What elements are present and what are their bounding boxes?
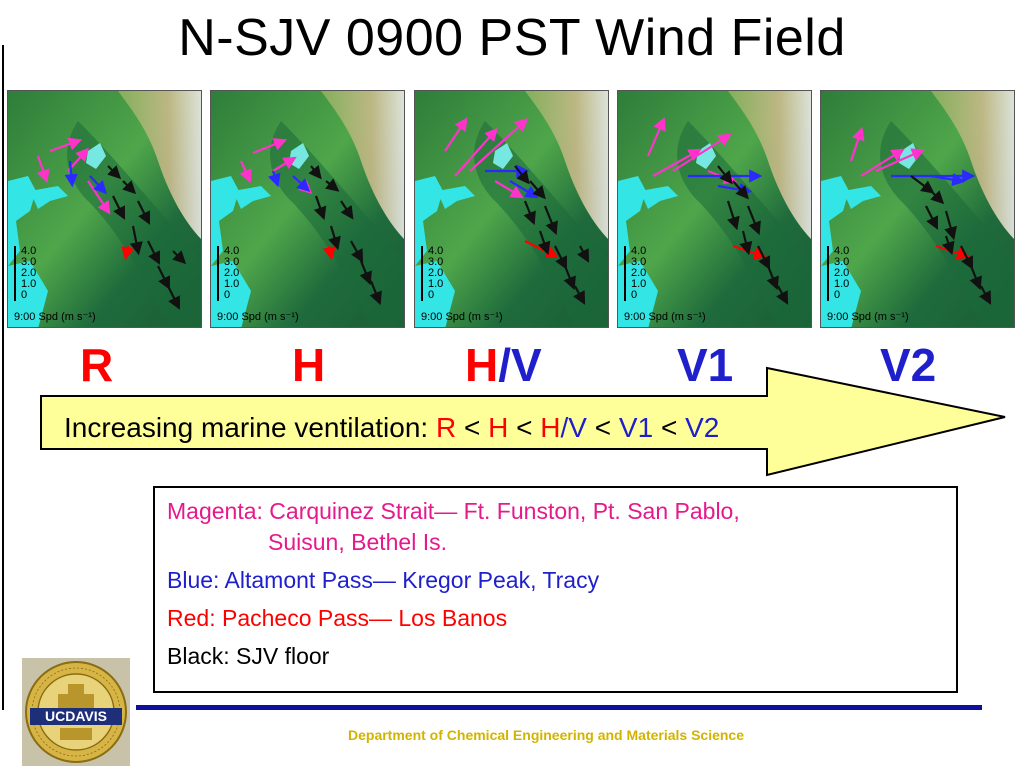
scale-tick: 0 — [631, 289, 638, 301]
ventilation-arrow-shape — [40, 366, 1006, 477]
label-hv: H/V — [465, 338, 542, 392]
label-hv-slash: / — [498, 339, 512, 391]
wind-map-panel: 4.0 3.0 2.0 1.0 0 9:00 Spd (m s⁻¹) — [210, 90, 405, 328]
ventilation-arrow-text: Increasing marine ventilation: R < H < H… — [64, 412, 720, 443]
scale-tick: 3.0 — [428, 256, 444, 268]
panel-caption: 9:00 Spd (m s⁻¹) — [217, 311, 299, 323]
scale-tick: 4.0 — [834, 245, 850, 257]
department-footer: Department of Chemical Engineering and M… — [348, 727, 744, 743]
speed-scale: 4.0 3.0 2.0 1.0 0 — [834, 246, 849, 301]
ucdavis-seal-logo: UCDAVIS — [22, 658, 130, 766]
scale-tick: 1.0 — [224, 278, 240, 290]
footer-rule — [136, 705, 982, 710]
wind-map-panel: 4.0 3.0 2.0 1.0 0 9:00 Spd (m s⁻¹) — [617, 90, 812, 328]
legend-blue: Blue: Altamont Pass— Kregor Peak, Tracy — [167, 567, 600, 593]
scale-tick: 3.0 — [224, 256, 240, 268]
page-title: N-SJV 0900 PST Wind Field — [178, 9, 846, 67]
scale-tick: 0 — [834, 289, 841, 301]
scale-tick: 0 — [21, 289, 28, 301]
scale-tick: 1.0 — [834, 278, 850, 290]
speed-scale: 4.0 3.0 2.0 1.0 0 — [21, 246, 36, 301]
label-hv-v: V — [511, 339, 542, 391]
label-v1: V1 — [677, 339, 734, 391]
panel-caption: 9:00 Spd (m s⁻¹) — [14, 311, 96, 323]
scale-tick: 1.0 — [631, 278, 647, 290]
scale-tick: 0 — [428, 289, 435, 301]
panel-caption: 9:00 Spd (m s⁻¹) — [827, 311, 909, 323]
wind-map-panel: 4.0 3.0 2.0 1.0 0 9:00 Spd (m s⁻¹) — [414, 90, 609, 328]
svg-text:UCDAVIS: UCDAVIS — [45, 708, 107, 724]
legend-black: Black: SJV floor — [167, 643, 330, 669]
wind-map-panel: 4.0 3.0 2.0 1.0 0 9:00 Spd (m s⁻¹) — [7, 90, 202, 328]
speed-scale: 4.0 3.0 2.0 1.0 0 — [631, 246, 646, 301]
scale-tick: 3.0 — [21, 256, 37, 268]
scale-tick: 2.0 — [428, 267, 444, 279]
color-legend-box: Magenta: Carquinez Strait— Ft. Funston, … — [153, 486, 958, 693]
scale-tick: 2.0 — [21, 267, 37, 279]
scale-tick: 4.0 — [21, 245, 37, 257]
scale-tick: 2.0 — [224, 267, 240, 279]
legend-magenta: Magenta: Carquinez Strait— Ft. Funston, … — [167, 498, 740, 555]
wind-map-panel: 4.0 3.0 2.0 1.0 0 9:00 Spd (m s⁻¹) — [820, 90, 1015, 328]
label-hv-h: H — [465, 339, 499, 391]
label-h: H — [292, 339, 326, 391]
scale-tick: 4.0 — [428, 245, 444, 257]
scale-tick: 3.0 — [631, 256, 647, 268]
legend-red: Red: Pacheco Pass— Los Banos — [167, 605, 508, 631]
panel-caption: 9:00 Spd (m s⁻¹) — [624, 311, 706, 323]
label-r: R — [80, 339, 114, 391]
scale-tick: 2.0 — [834, 267, 850, 279]
scale-tick: 0 — [224, 289, 231, 301]
speed-scale: 4.0 3.0 2.0 1.0 0 — [428, 246, 443, 301]
scale-tick: 3.0 — [834, 256, 850, 268]
scale-tick: 4.0 — [631, 245, 647, 257]
speed-scale: 4.0 3.0 2.0 1.0 0 — [224, 246, 239, 301]
scale-tick: 4.0 — [224, 245, 240, 257]
left-border-rule — [2, 45, 4, 710]
scale-tick: 1.0 — [21, 278, 37, 290]
label-v2: V2 — [880, 339, 937, 391]
panel-caption: 9:00 Spd (m s⁻¹) — [421, 311, 503, 323]
scale-tick: 1.0 — [428, 278, 444, 290]
scale-tick: 2.0 — [631, 267, 647, 279]
